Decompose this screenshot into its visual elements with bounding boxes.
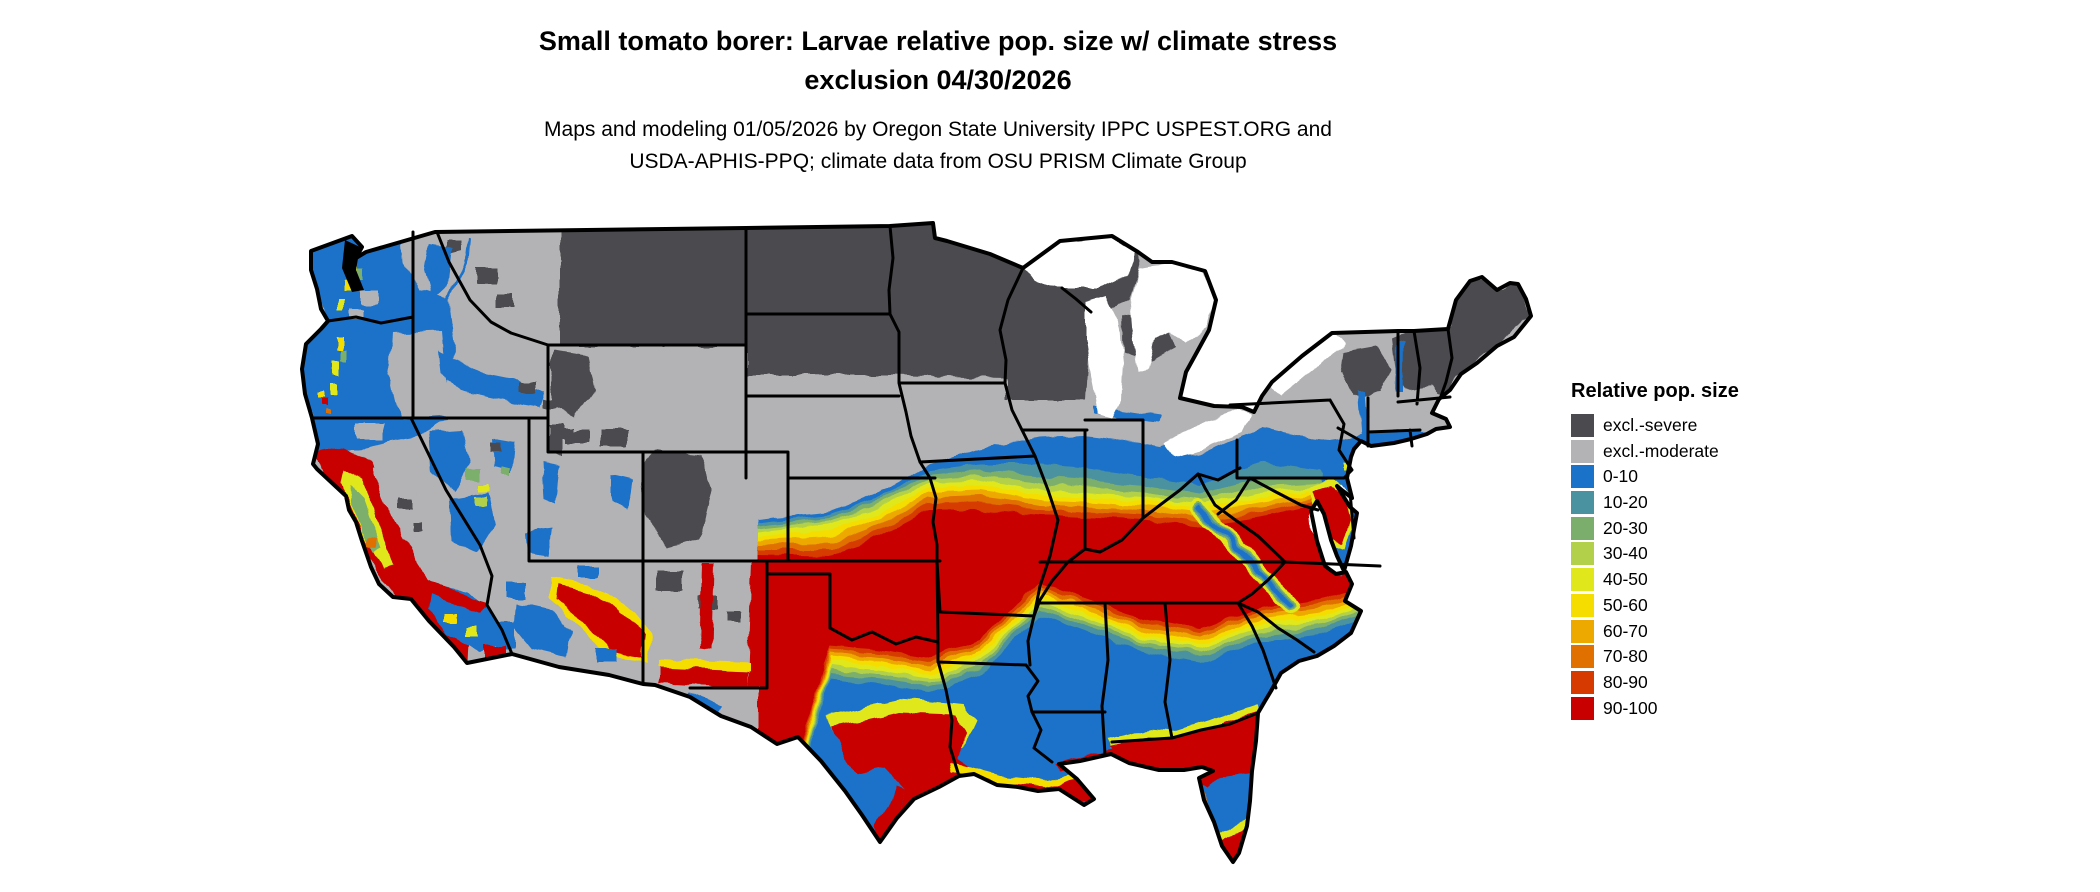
legend-label: 80-90 bbox=[1603, 671, 1648, 692]
legend-swatch-icon bbox=[1571, 439, 1594, 463]
legend-item: 40-50 bbox=[1571, 568, 1739, 592]
header: Small tomato borer: Larvae relative pop.… bbox=[0, 22, 1876, 178]
legend-item: 60-70 bbox=[1571, 619, 1739, 643]
subtitle-line1: Maps and modeling 01/05/2026 by Oregon S… bbox=[544, 118, 1332, 141]
legend-item: 10-20 bbox=[1571, 491, 1739, 515]
legend-swatch-icon bbox=[1571, 516, 1594, 540]
legend-item: 50-60 bbox=[1571, 593, 1739, 617]
legend-swatch-icon bbox=[1571, 645, 1594, 669]
legend-swatch-icon bbox=[1571, 593, 1594, 617]
legend: Relative pop. size excl.-severe excl.-mod… bbox=[1571, 380, 1739, 722]
legend-label: 10-20 bbox=[1603, 492, 1648, 513]
page-title-line2: exclusion 04/30/2026 bbox=[804, 65, 1072, 95]
legend-swatch-icon bbox=[1571, 465, 1594, 489]
legend-item: 0-10 bbox=[1571, 465, 1739, 489]
legend-item: 20-30 bbox=[1571, 516, 1739, 540]
legend-swatch-icon bbox=[1571, 568, 1594, 592]
legend-label: 30-40 bbox=[1603, 543, 1648, 564]
subtitle-line2: USDA-APHIS-PPQ; climate data from OSU PR… bbox=[629, 150, 1247, 173]
legend-label: 50-60 bbox=[1603, 594, 1648, 615]
state-borders bbox=[311, 224, 1454, 778]
legend-swatch-icon bbox=[1571, 491, 1594, 515]
legend-label: excl.-severe bbox=[1603, 415, 1698, 435]
legend-item: excl.-severe bbox=[1571, 414, 1739, 437]
page-title-line1: Small tomato borer: Larvae relative pop.… bbox=[538, 26, 1338, 56]
legend-label: 70-80 bbox=[1603, 646, 1648, 667]
legend-label: 0-10 bbox=[1603, 466, 1639, 487]
legend-label: 20-30 bbox=[1603, 517, 1648, 538]
legend-swatch-icon bbox=[1571, 670, 1594, 694]
legend-item: 30-40 bbox=[1571, 542, 1739, 566]
legend-items: excl.-severe excl.-moderate 0-10 10-20 20-30… bbox=[1571, 414, 1739, 720]
legend-item: 80-90 bbox=[1571, 670, 1739, 694]
legend-swatch-icon bbox=[1571, 696, 1594, 720]
legend-item: 90-100 bbox=[1571, 696, 1739, 720]
legend-label: 40-50 bbox=[1603, 569, 1648, 590]
legend-label: 60-70 bbox=[1603, 620, 1648, 641]
legend-item: excl.-moderate bbox=[1571, 439, 1739, 463]
legend-swatch-icon bbox=[1571, 414, 1594, 437]
legend-label: excl.-moderate bbox=[1603, 440, 1719, 461]
legend-item: 70-80 bbox=[1571, 645, 1739, 669]
us-outline bbox=[300, 221, 1533, 864]
legend-swatch-icon bbox=[1571, 619, 1594, 643]
legend-swatch-icon bbox=[1571, 542, 1594, 566]
legend-title: Relative pop. size bbox=[1571, 380, 1739, 402]
legend-label: 90-100 bbox=[1603, 697, 1658, 718]
